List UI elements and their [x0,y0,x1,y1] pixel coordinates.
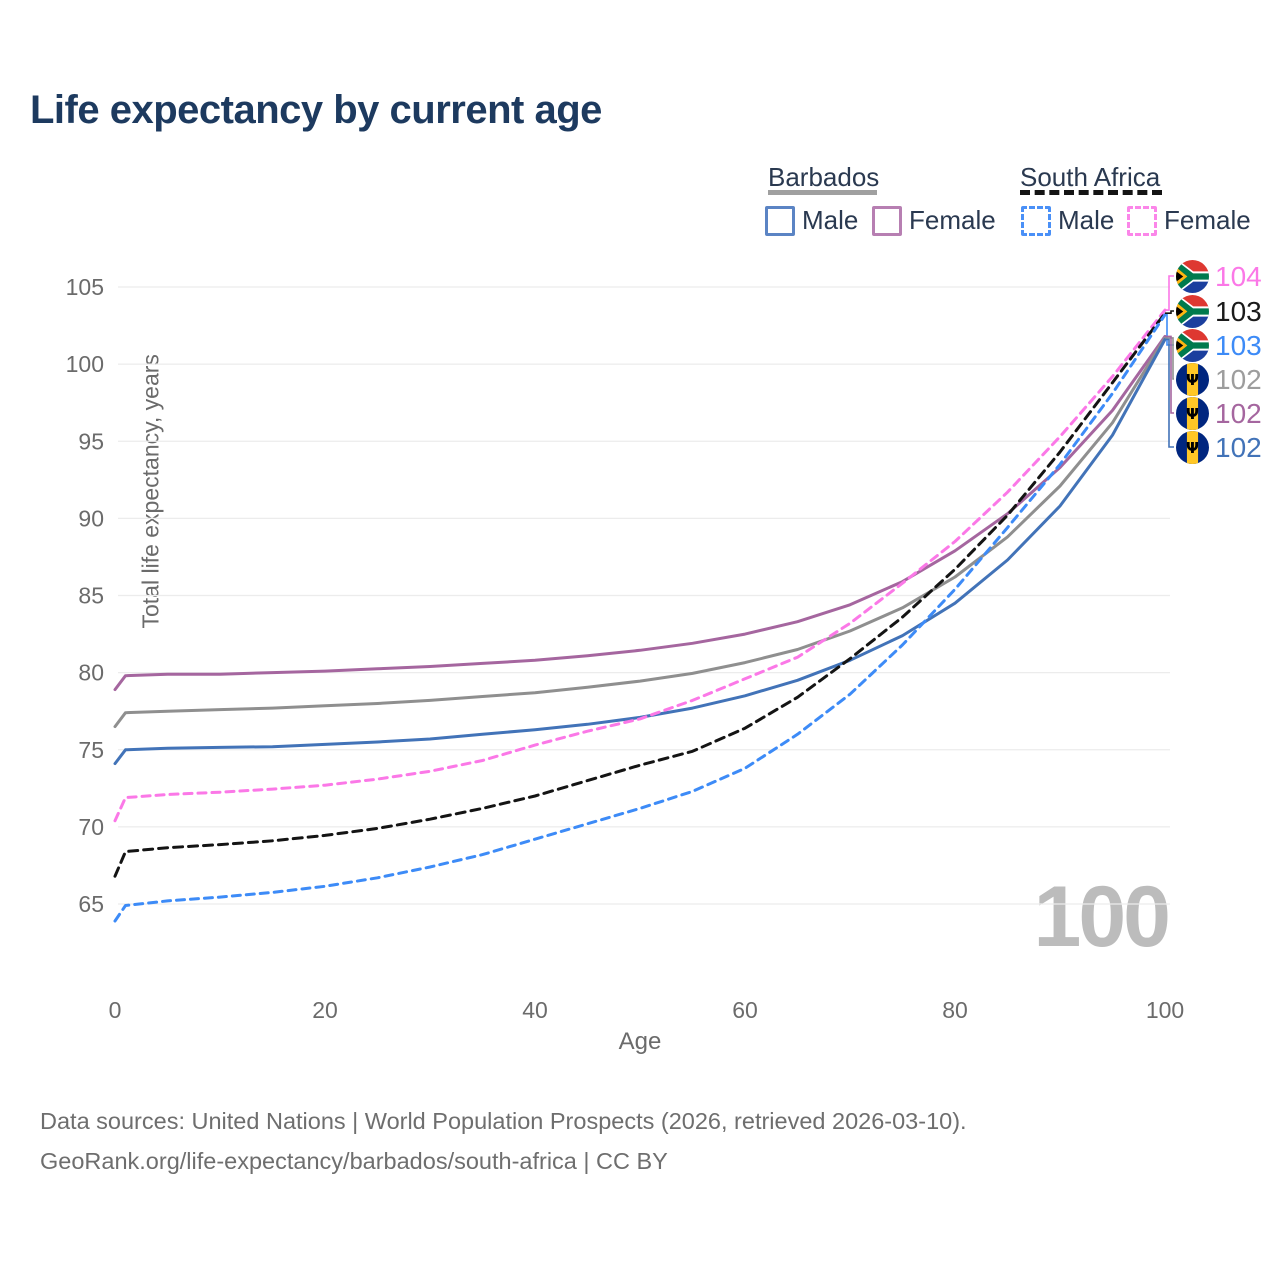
y-tick-label: 80 [78,660,104,686]
y-tick-label: 100 [66,351,104,377]
legend-item-south-africa-female[interactable]: Female [1127,205,1251,236]
series-line-south-africa-male [113,313,1167,923]
footer-sources: Data sources: United Nations | World Pop… [40,1108,967,1134]
end-label-value: 103 [1215,295,1262,327]
x-tick-label: 20 [312,997,338,1023]
end-label-value: 102 [1215,431,1262,463]
y-tick-label: 65 [78,891,104,917]
y-tick-label: 75 [78,737,104,763]
south-africa-flag-icon [1176,294,1209,328]
barbados-male-checkbox[interactable] [765,205,795,236]
leader-line [1165,275,1174,311]
legend-underline-south-africa [1020,190,1162,195]
series-line-barbados-female [113,334,1167,692]
legend-item-south-africa-male[interactable]: Male [1021,205,1114,236]
leader-line [1165,337,1174,380]
footer-attribution: GeoRank.org/life-expectancy/barbados/sou… [40,1148,668,1174]
end-label-row: Ψ 102 [1176,362,1262,396]
y-tick-label: 105 [66,274,104,300]
barbados-flag-icon: Ψ [1176,396,1209,430]
leader-line [1165,338,1174,448]
legend-label: Male [1058,205,1115,235]
x-tick-label: 40 [522,997,548,1023]
legend-label: Female [909,205,996,235]
end-label-row: Ψ 102 [1176,396,1262,430]
x-axis-title: Age [618,1028,662,1055]
legend-label: Female [1164,205,1251,235]
legend-item-barbados-male[interactable]: Male [765,205,858,236]
barbados-flag-icon: Ψ [1176,362,1209,396]
series-line-south-africa-all- [113,311,1167,878]
end-label-row: 103 [1176,328,1262,362]
south-africa-flag-icon [1176,259,1209,293]
svg-text:Ψ: Ψ [1186,371,1199,389]
page-title: Life expectancy by current age [30,88,602,132]
end-label-row: Ψ 102 [1176,430,1262,464]
end-label-row: 104 [1176,259,1262,293]
leader-line [1165,310,1174,314]
legend-country-south-africa: South Africa [1020,162,1161,192]
end-label-value: 102 [1215,363,1262,395]
legend-country-barbados: Barbados [768,162,880,192]
age-watermark: 100 [1033,869,1172,965]
x-tick-label: 0 [109,997,122,1023]
legend-label: Male [802,205,859,235]
end-label-value: 104 [1215,260,1262,292]
y-tick-label: 90 [78,505,104,531]
x-tick-label: 100 [1146,997,1184,1023]
barbados-flag-icon: Ψ [1176,430,1209,464]
y-tick-label: 95 [78,428,104,454]
barbados-female-checkbox[interactable] [872,205,902,236]
svg-text:Ψ: Ψ [1186,439,1199,457]
x-tick-label: 60 [732,997,758,1023]
legend-underline-barbados [768,190,877,195]
legend-item-barbados-female[interactable]: Female [872,205,996,236]
end-label-value: 102 [1215,397,1262,429]
series-line-barbados-all- [113,336,1167,729]
leader-line [1165,335,1174,414]
south-africa-male-checkbox[interactable] [1021,205,1051,236]
svg-text:Ψ: Ψ [1186,405,1199,423]
y-tick-label: 85 [78,583,104,609]
end-label-row: 103 [1176,294,1262,328]
south-africa-female-checkbox[interactable] [1127,205,1157,236]
x-tick-label: 80 [942,997,968,1023]
end-label-value: 103 [1215,329,1262,361]
series-line-barbados-male [113,337,1167,766]
y-tick-label: 70 [78,814,104,840]
series-line-south-africa-female [113,308,1167,823]
south-africa-flag-icon [1176,328,1209,362]
